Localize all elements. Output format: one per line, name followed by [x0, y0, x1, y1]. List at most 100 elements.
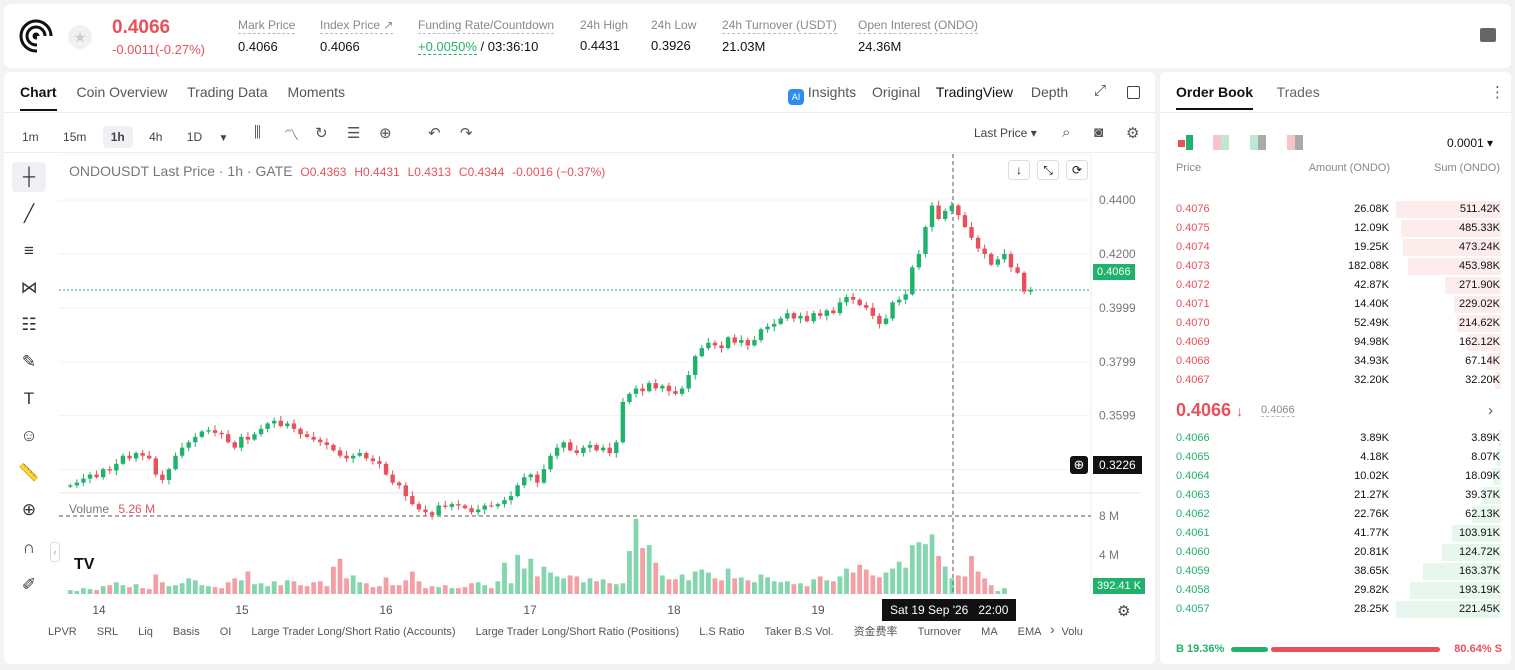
- more-options-icon[interactable]: ⋮: [1490, 84, 1505, 101]
- tab-trading-data[interactable]: Trading Data: [187, 84, 268, 100]
- bid-row[interactable]: 0.4065 4.18K 8.07K: [1176, 448, 1501, 467]
- tf-4h[interactable]: 4h: [149, 130, 163, 144]
- trendline-icon[interactable]: ╱: [23, 204, 35, 223]
- volume-bar: [837, 576, 843, 594]
- pencil-icon[interactable]: ✐: [21, 575, 37, 594]
- tab-order-book[interactable]: Order Book: [1176, 84, 1254, 100]
- pattern-icon[interactable]: ⋈: [20, 278, 38, 297]
- templates-icon[interactable]: ☰: [347, 125, 361, 142]
- precision-select[interactable]: 0.0001 ▾: [1447, 136, 1494, 150]
- indicators-icon[interactable]: 〽: [284, 127, 300, 144]
- horizontal-lines-icon[interactable]: ≡: [24, 241, 34, 260]
- indicator-11[interactable]: MA: [981, 626, 998, 638]
- add-alert-icon[interactable]: ⊕: [379, 125, 392, 142]
- add-order-icon[interactable]: ⊕: [1070, 456, 1088, 474]
- indicator-13[interactable]: Volu: [1061, 626, 1083, 638]
- expand-icon[interactable]: ⤢: [1094, 82, 1107, 99]
- ruler-icon[interactable]: 📏: [18, 463, 40, 482]
- view-both-icon[interactable]: [1178, 135, 1193, 150]
- magnet-icon[interactable]: ∩: [22, 538, 36, 557]
- view-bids-icon[interactable]: [1250, 135, 1266, 150]
- replay-icon[interactable]: ↻: [315, 125, 328, 142]
- tab-chart[interactable]: Chart: [20, 84, 57, 100]
- price-type-select[interactable]: Last Price ▾: [974, 126, 1037, 140]
- bid-row[interactable]: 0.4057 28.25K 221.45K: [1176, 600, 1501, 619]
- tf-1d[interactable]: 1D: [186, 130, 203, 144]
- indicator-scroll-right-icon[interactable]: ›: [1050, 621, 1055, 637]
- volume-bar: [146, 589, 152, 594]
- indicator-2[interactable]: Liq: [138, 626, 153, 638]
- undo-icon[interactable]: ↶: [428, 125, 441, 142]
- scroll-down-icon[interactable]: ↓: [1008, 160, 1030, 180]
- notebook-icon[interactable]: [1480, 28, 1496, 42]
- candle-type-icon[interactable]: ⫼: [254, 124, 261, 141]
- tab-coin-overview[interactable]: Coin Overview: [76, 84, 168, 100]
- collapse-icon[interactable]: ⤡: [1037, 160, 1059, 180]
- stat-index-price[interactable]: Index Price ↗ 0.4066: [320, 18, 394, 54]
- chevron-right-icon[interactable]: ›: [1488, 402, 1493, 419]
- ask-row[interactable]: 0.4074 19.25K 473.24K: [1176, 238, 1501, 257]
- tab-moments[interactable]: Moments: [287, 84, 346, 100]
- indicator-5[interactable]: Large Trader Long/Short Ratio (Accounts): [251, 626, 456, 638]
- stat-24h-low: 24h Low 0.3926: [651, 18, 697, 53]
- chart-settings-icon[interactable]: ⚙: [1117, 603, 1131, 620]
- indicator-1[interactable]: SRL: [96, 626, 119, 638]
- tf-1m[interactable]: 1m: [22, 130, 39, 144]
- text-tool-icon[interactable]: T: [23, 389, 35, 408]
- collapse-toolbar-icon[interactable]: ‹: [50, 542, 60, 562]
- bid-row[interactable]: 0.4058 29.82K 193.19K: [1176, 581, 1501, 600]
- tab-tradingview[interactable]: TradingView: [935, 84, 1013, 100]
- zoom-in-icon[interactable]: ⊕: [21, 500, 37, 519]
- ask-row[interactable]: 0.4075 12.09K 485.33K: [1176, 219, 1501, 238]
- bid-row[interactable]: 0.4064 10.02K 18.09K: [1176, 467, 1501, 486]
- tab-original[interactable]: Original: [872, 84, 921, 100]
- indicator-6[interactable]: Large Trader Long/Short Ratio (Positions…: [475, 626, 680, 638]
- tab-insights[interactable]: Insights: [807, 84, 857, 100]
- indicator-12[interactable]: EMA: [1017, 626, 1042, 638]
- toggle-icon[interactable]: ⟳: [1066, 160, 1088, 180]
- favorite-star-icon[interactable]: ★: [68, 25, 92, 49]
- view-mix-icon[interactable]: [1213, 135, 1229, 150]
- bid-row[interactable]: 0.4066 3.89K 3.89K: [1176, 429, 1501, 448]
- ask-row[interactable]: 0.4073 182.08K 453.98K: [1176, 257, 1501, 276]
- bid-row[interactable]: 0.4061 41.77K 103.91K: [1176, 524, 1501, 543]
- bid-row[interactable]: 0.4059 38.65K 163.37K: [1176, 562, 1501, 581]
- tf-15m[interactable]: 15m: [63, 130, 87, 144]
- ask-row[interactable]: 0.4071 14.40K 229.02K: [1176, 295, 1501, 314]
- tab-depth[interactable]: Depth: [1030, 84, 1069, 100]
- bid-row[interactable]: 0.4060 20.81K 124.72K: [1176, 543, 1501, 562]
- ask-row[interactable]: 0.4072 42.87K 271.90K: [1176, 276, 1501, 295]
- camera-icon[interactable]: ◙: [1094, 124, 1104, 141]
- redo-icon[interactable]: ↷: [460, 125, 473, 142]
- ask-row[interactable]: 0.4076 26.08K 511.42K: [1176, 200, 1501, 219]
- indicator-3[interactable]: Basis: [172, 626, 200, 638]
- indicator-4[interactable]: OI: [219, 626, 232, 638]
- fib-icon[interactable]: ☷: [21, 315, 37, 334]
- tf-1h[interactable]: 1h: [102, 126, 133, 148]
- brush-icon[interactable]: ✎: [21, 352, 37, 371]
- view-asks-icon[interactable]: [1287, 135, 1303, 150]
- crosshair-icon[interactable]: ┼: [12, 162, 46, 192]
- indicator-9[interactable]: 资金费率: [853, 626, 898, 638]
- indicator-10[interactable]: Turnover: [917, 626, 962, 638]
- stat-funding-rate[interactable]: Funding Rate/Countdown +0.0050% / 03:36:1…: [418, 18, 555, 55]
- window-icon[interactable]: [1127, 86, 1140, 99]
- bid-row[interactable]: 0.4062 22.76K 62.13K: [1176, 505, 1501, 524]
- search-icon[interactable]: ⌕: [1062, 124, 1071, 141]
- candle: [785, 313, 790, 319]
- indicator-0[interactable]: LPVR: [48, 626, 77, 638]
- ask-row[interactable]: 0.4069 94.98K 162.12K: [1176, 333, 1501, 352]
- settings-gear-icon[interactable]: ⚙: [1126, 125, 1140, 142]
- bid-row[interactable]: 0.4063 21.27K 39.37K: [1176, 486, 1501, 505]
- volume-bar: [877, 577, 882, 594]
- ask-row[interactable]: 0.4068 34.93K 67.14K: [1176, 352, 1501, 371]
- indicator-8[interactable]: Taker B.S Vol.: [764, 626, 834, 638]
- indicator-7[interactable]: L.S Ratio: [699, 626, 745, 638]
- timeframe-dropdown-icon[interactable]: ▼: [218, 133, 229, 144]
- tab-trades[interactable]: Trades: [1276, 84, 1320, 100]
- ask-row[interactable]: 0.4070 52.49K 214.62K: [1176, 314, 1501, 333]
- emoji-icon[interactable]: ☺: [20, 426, 38, 445]
- volume-bar: [738, 577, 744, 594]
- ask-row[interactable]: 0.4067 32.20K 32.20K: [1176, 371, 1501, 390]
